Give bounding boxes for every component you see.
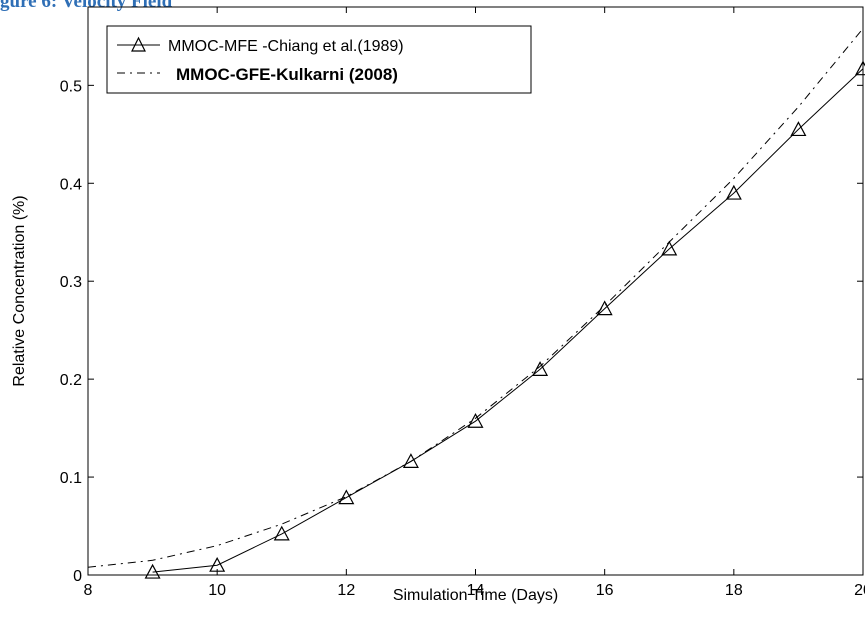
data-point-triangle bbox=[144, 563, 161, 579]
series-line-1 bbox=[87, 28, 864, 568]
y-tick-label: 0.3 bbox=[60, 274, 82, 291]
x-axis-title: Simulation Time (Days) bbox=[393, 587, 558, 604]
legend-box bbox=[106, 25, 532, 94]
legend-label-kulkarni: MMOC-GFE-Kulkarni (2008) bbox=[176, 65, 398, 84]
x-tick-label: 18 bbox=[725, 582, 743, 599]
data-point-triangle bbox=[338, 489, 355, 505]
data-point-triangle bbox=[467, 412, 484, 428]
x-tick-label: 10 bbox=[208, 582, 226, 599]
data-point-triangle bbox=[661, 240, 678, 256]
data-point-triangle bbox=[790, 121, 807, 137]
x-tick-label: 8 bbox=[84, 582, 93, 599]
data-point-triangle bbox=[725, 184, 742, 200]
y-tick-label: 0.4 bbox=[60, 176, 82, 193]
y-tick-label: 0.2 bbox=[60, 372, 82, 389]
y-tick-label: 0 bbox=[73, 568, 82, 585]
x-tick-label: 20 bbox=[854, 582, 865, 599]
data-point-triangle bbox=[596, 300, 613, 316]
x-tick-label: 14 bbox=[467, 582, 485, 599]
data-point-triangle bbox=[273, 525, 290, 541]
x-tick-label: 16 bbox=[596, 582, 614, 599]
y-tick-label: 0.5 bbox=[60, 78, 82, 95]
legend-label-chiang: MMOC-MFE -Chiang et al.(1989) bbox=[168, 38, 404, 55]
figure-caption: gure 6: Velocity Field bbox=[0, 0, 173, 12]
data-point-triangle bbox=[532, 361, 549, 376]
data-point-triangle bbox=[854, 60, 865, 76]
data-point-triangle bbox=[402, 453, 419, 468]
y-axis-title: Relative Concentration (%) bbox=[11, 195, 28, 386]
legend: MMOC-MFE -Chiang et al.(1989) MMOC-GFE-K… bbox=[106, 25, 532, 94]
legend-triangle-marker bbox=[131, 36, 146, 52]
y-tick-label: 0.1 bbox=[60, 470, 82, 487]
series-line-0 bbox=[152, 68, 864, 573]
x-tick-label: 12 bbox=[337, 582, 355, 599]
